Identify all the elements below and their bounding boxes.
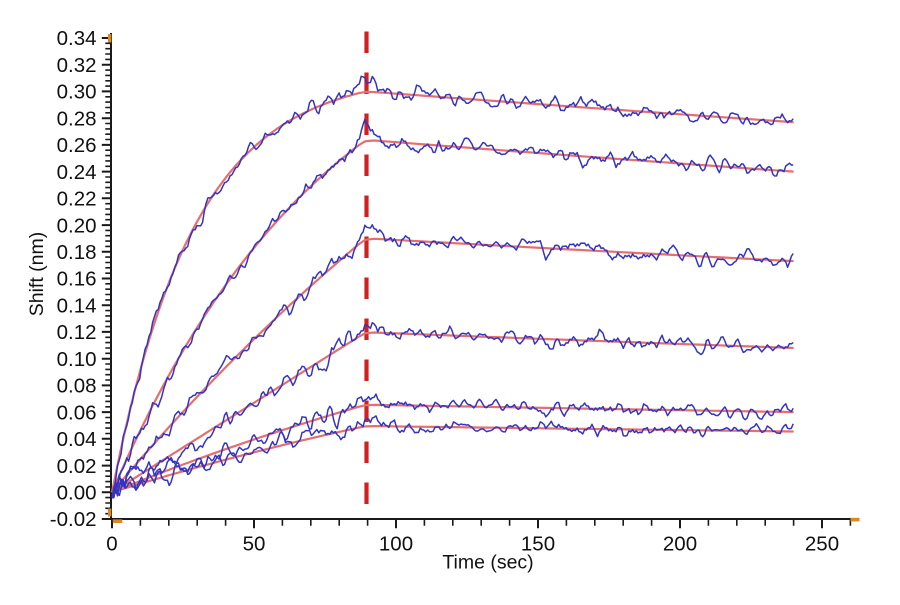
svg-text:0.34: 0.34 bbox=[57, 27, 97, 50]
svg-text:0.28: 0.28 bbox=[57, 107, 97, 130]
svg-text:0.18: 0.18 bbox=[57, 241, 97, 264]
svg-text:0.16: 0.16 bbox=[57, 268, 97, 291]
svg-text:0.10: 0.10 bbox=[57, 348, 97, 371]
svg-text:0.22: 0.22 bbox=[57, 188, 97, 211]
svg-text:0.06: 0.06 bbox=[57, 401, 97, 424]
svg-text:0.00: 0.00 bbox=[57, 482, 97, 505]
svg-text:Time (sec): Time (sec) bbox=[442, 552, 533, 574]
svg-text:0.04: 0.04 bbox=[57, 428, 97, 451]
svg-text:0.02: 0.02 bbox=[57, 455, 97, 478]
svg-text:-0.02: -0.02 bbox=[50, 508, 97, 531]
svg-text:250: 250 bbox=[805, 533, 839, 556]
svg-text:0.26: 0.26 bbox=[57, 134, 97, 157]
svg-text:100: 100 bbox=[379, 533, 413, 556]
svg-text:50: 50 bbox=[243, 533, 266, 556]
svg-text:Shift (nm): Shift (nm) bbox=[26, 232, 48, 317]
svg-text:0.12: 0.12 bbox=[57, 321, 97, 344]
svg-text:0: 0 bbox=[106, 533, 117, 556]
svg-text:0.30: 0.30 bbox=[57, 81, 97, 104]
svg-text:0.24: 0.24 bbox=[57, 161, 97, 184]
svg-text:200: 200 bbox=[663, 533, 697, 556]
svg-text:0.14: 0.14 bbox=[57, 294, 97, 317]
svg-text:150: 150 bbox=[521, 533, 555, 556]
svg-text:0.32: 0.32 bbox=[57, 54, 97, 77]
svg-text:0.20: 0.20 bbox=[57, 214, 97, 237]
svg-text:0.08: 0.08 bbox=[57, 375, 97, 398]
